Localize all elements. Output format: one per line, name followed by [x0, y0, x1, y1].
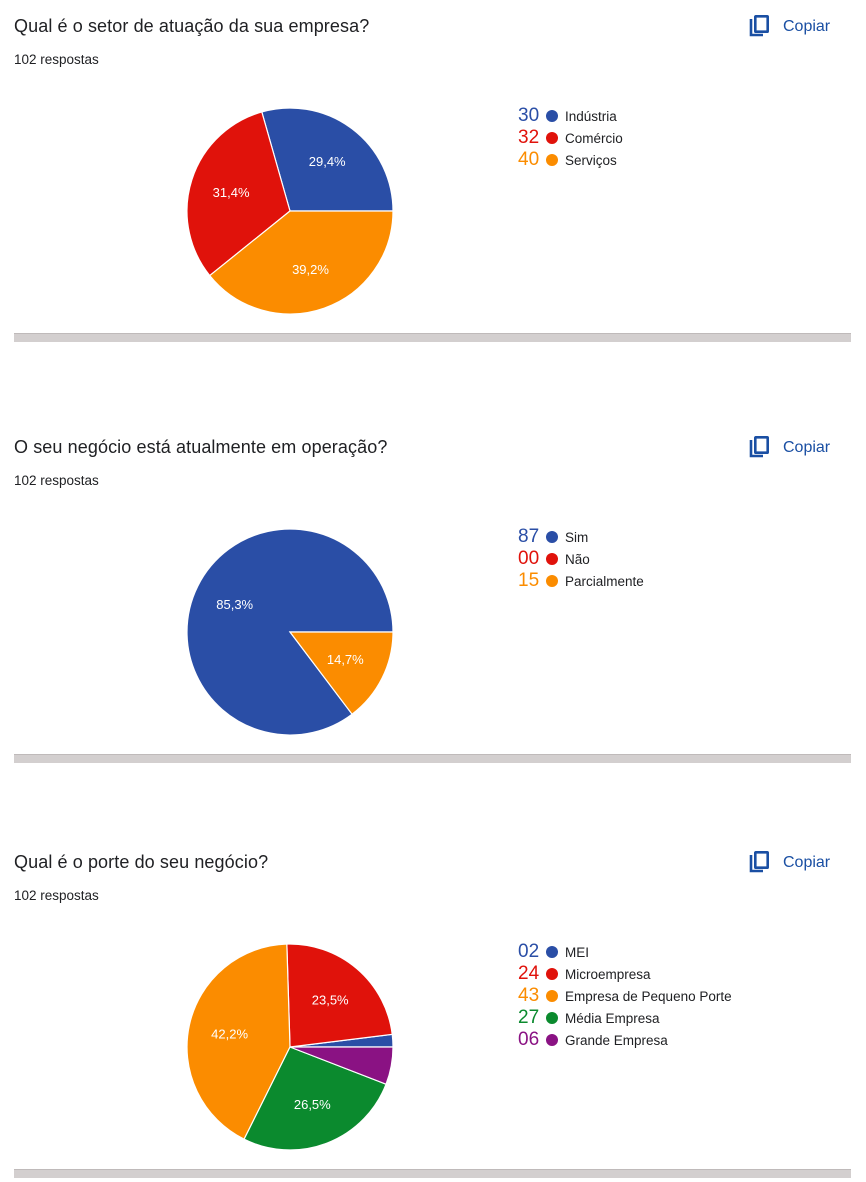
slice-label-microempresa: 23,5%	[312, 993, 349, 1008]
pie-slice-industria	[261, 107, 394, 212]
legend-swatch	[546, 990, 558, 1002]
legend-swatch	[546, 946, 558, 958]
legend-label: Indústria	[565, 108, 617, 124]
legend-item-nao: 00 Não	[518, 548, 644, 570]
pie-slice-servicos	[208, 210, 394, 315]
copy-icon	[749, 851, 769, 873]
legend-label: Comércio	[565, 130, 623, 146]
legend-swatch	[546, 553, 558, 565]
slice-label-media-empresa: 26,5%	[294, 1097, 331, 1112]
section-divider	[14, 754, 851, 763]
slice-label-comercio: 31,4%	[213, 185, 250, 200]
pie-slice-parcialmente	[288, 631, 394, 716]
legend-item-industria: 30 Indústria	[518, 105, 623, 127]
legend-count: 24	[518, 963, 540, 984]
copy-icon	[749, 15, 769, 37]
copy-button[interactable]: Copiar	[748, 434, 830, 462]
chart-section-porte: Qual é o porte do seu negócio? 102 respo…	[0, 836, 866, 1181]
copy-button[interactable]: Copiar	[748, 849, 830, 877]
section-divider	[14, 1169, 851, 1178]
legend-label: Parcialmente	[565, 573, 644, 589]
pie-slice-microempresa	[286, 943, 393, 1048]
pie-slice-empresa-de-pequeno-porte	[186, 943, 291, 1141]
response-count: 102 respostas	[14, 52, 99, 67]
legend-label: Não	[565, 551, 590, 567]
slice-label-parcialmente: 14,7%	[327, 652, 364, 667]
copy-icon	[749, 436, 769, 458]
pie-chart: 85,3% 14,7%	[186, 528, 394, 736]
legend: 02 MEI 24 Microempresa 43 Empresa de Peq…	[518, 941, 732, 1051]
slice-label-sim: 85,3%	[216, 597, 253, 612]
copy-button[interactable]: Copiar	[748, 13, 830, 41]
legend-item-comercio: 32 Comércio	[518, 127, 623, 149]
legend-item-grande-empresa: 06 Grande Empresa	[518, 1029, 732, 1051]
legend-item-servicos: 40 Serviços	[518, 149, 623, 171]
legend-count: 43	[518, 985, 540, 1006]
copy-label: Copiar	[783, 18, 831, 35]
legend-count: 15	[518, 570, 540, 591]
legend-count: 06	[518, 1029, 540, 1050]
legend-label: Média Empresa	[565, 1010, 660, 1026]
response-count: 102 respostas	[14, 473, 99, 488]
legend-item-sim: 87 Sim	[518, 526, 644, 548]
legend-item-parcialmente: 15 Parcialmente	[518, 570, 644, 592]
legend-swatch	[546, 575, 558, 587]
legend-swatch	[546, 1012, 558, 1024]
pie-slice-grande-empresa	[289, 1046, 394, 1085]
legend-item-mei: 02 MEI	[518, 941, 732, 963]
legend-label: Microempresa	[565, 966, 651, 982]
legend-count: 00	[518, 548, 540, 569]
question-title: Qual é o setor de atuação da sua empresa…	[14, 16, 370, 36]
legend: 30 Indústria 32 Comércio 40 Serviços	[518, 105, 623, 171]
legend-swatch	[546, 1034, 558, 1046]
copy-label: Copiar	[783, 439, 831, 456]
slice-label-empresa-de-pequeno-porte: 42,2%	[211, 1026, 248, 1041]
question-title: O seu negócio está atualmente em operaçã…	[14, 437, 388, 457]
pie-chart: 23,5% 42,2% 26,5%	[186, 943, 394, 1151]
legend-label: Empresa de Pequeno Porte	[565, 988, 732, 1004]
legend-swatch	[546, 968, 558, 980]
legend-swatch	[546, 110, 558, 122]
response-count: 102 respostas	[14, 888, 99, 903]
legend-swatch	[546, 531, 558, 543]
legend-count: 27	[518, 1007, 540, 1028]
legend-swatch	[546, 132, 558, 144]
legend-swatch	[546, 154, 558, 166]
legend-label: Sim	[565, 529, 589, 545]
question-title: Qual é o porte do seu negócio?	[14, 852, 269, 872]
legend-count: 30	[518, 105, 540, 126]
copy-label: Copiar	[783, 854, 831, 871]
legend-item-microempresa: 24 Microempresa	[518, 963, 732, 985]
legend-item-pequeno-porte: 43 Empresa de Pequeno Porte	[518, 985, 732, 1007]
legend: 87 Sim 00 Não 15 Parcialmente	[518, 526, 644, 592]
chart-section-setor: Qual é o setor de atuação da sua empresa…	[0, 0, 866, 345]
legend-count: 87	[518, 526, 540, 547]
legend-count: 02	[518, 941, 540, 962]
section-divider	[14, 333, 851, 342]
slice-label-servicos: 39,2%	[292, 262, 329, 277]
legend-item-media-empresa: 27 Média Empresa	[518, 1007, 732, 1029]
chart-section-operacao: O seu negócio está atualmente em operaçã…	[0, 421, 866, 766]
legend-label: Grande Empresa	[565, 1032, 668, 1048]
pie-slice-media-empresa	[243, 1046, 387, 1151]
pie-chart: 29,4% 31,4% 39,2%	[186, 107, 394, 315]
legend-label: Serviços	[565, 152, 617, 168]
legend-count: 40	[518, 149, 540, 170]
legend-count: 32	[518, 127, 540, 148]
legend-label: MEI	[565, 944, 590, 960]
pie-slice-comercio	[186, 111, 291, 277]
slice-label-industria: 29,4%	[309, 154, 346, 169]
